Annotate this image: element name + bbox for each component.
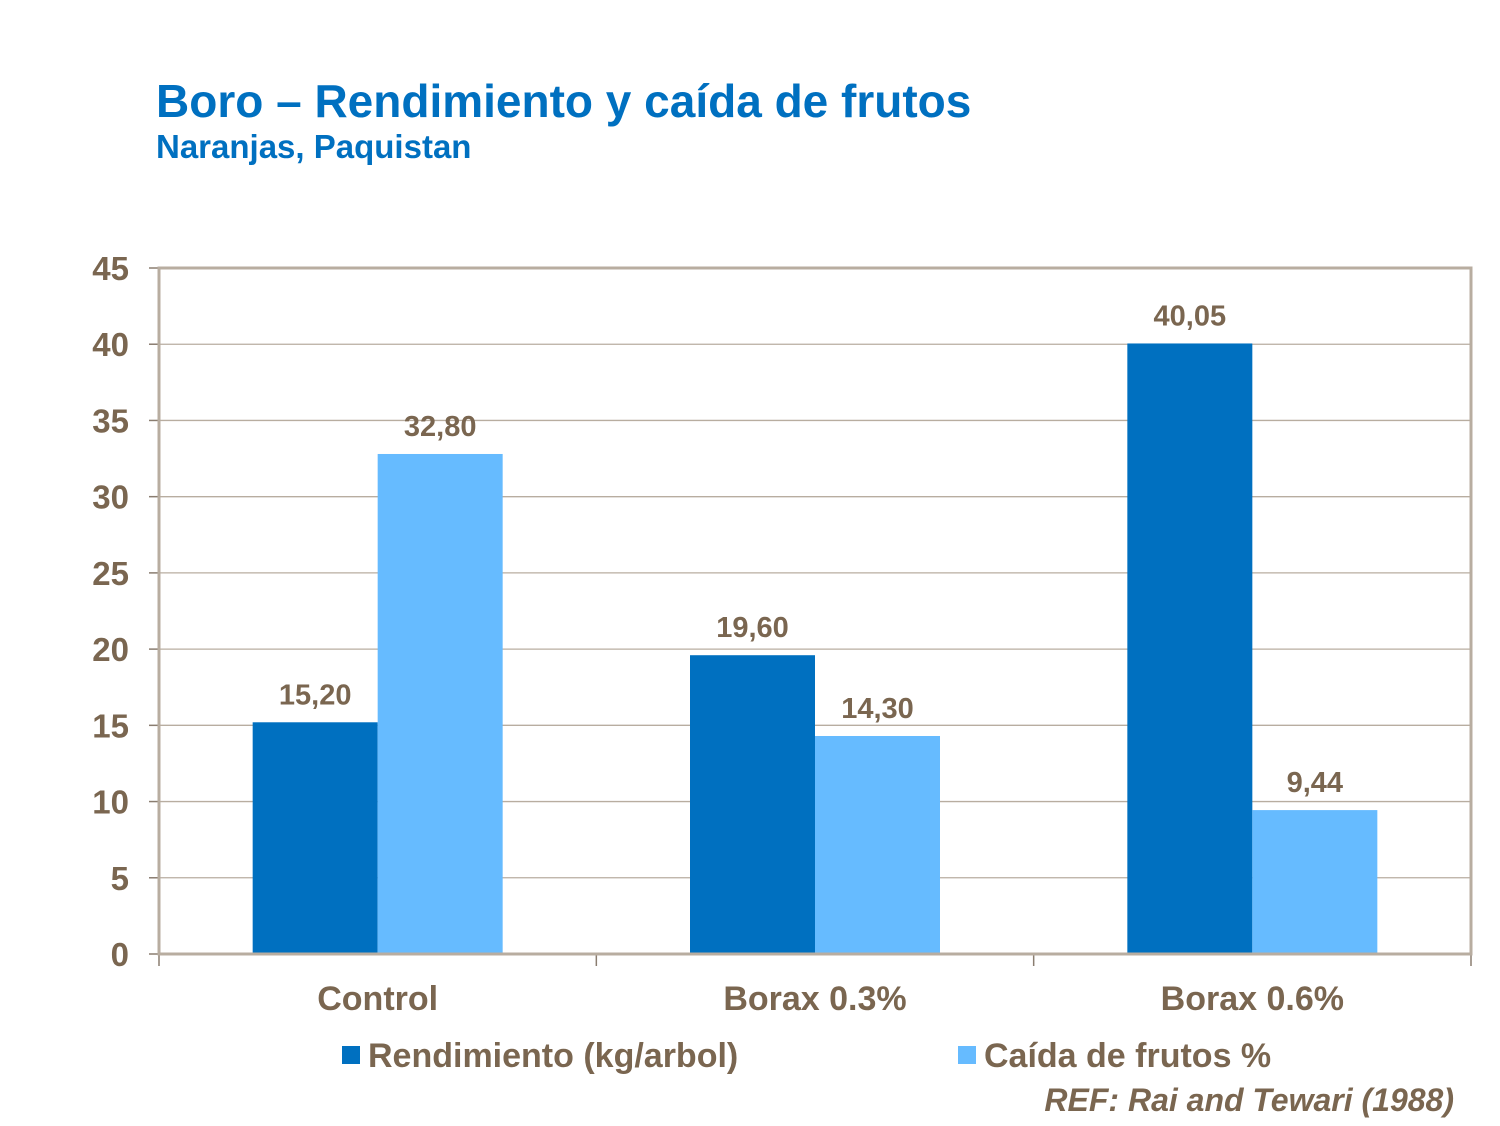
data-label: 32,80 [404, 411, 477, 443]
y-tick-label: 0 [111, 936, 129, 973]
bar-rendimiento [690, 655, 815, 954]
plot-frame [157, 266, 1473, 956]
data-label: 19,60 [716, 612, 789, 644]
bar-rendimiento [252, 722, 378, 954]
x-tick-label: Borax 0.6% [1161, 980, 1344, 1018]
y-tick-label: 20 [92, 631, 129, 668]
y-tick-label: 5 [111, 860, 129, 897]
y-tick-label: 10 [92, 784, 129, 821]
bar-caida [815, 736, 940, 954]
chart-subtitle: Naranjas, Paquistan [156, 128, 472, 165]
data-label: 14,30 [841, 693, 914, 725]
x-tick-label: Control [317, 980, 438, 1018]
y-tick-label: 35 [92, 402, 129, 439]
data-label: 15,20 [279, 679, 352, 711]
y-tick-label: 45 [92, 250, 129, 287]
reference-note: REF: Rai and Tewari (1988) [1044, 1082, 1454, 1118]
bar-caida [1252, 810, 1378, 954]
data-label: 9,44 [1287, 767, 1343, 799]
y-tick-label: 40 [92, 326, 129, 363]
chart-title: Boro – Rendimiento y caída de frutos [156, 75, 972, 127]
y-tick-label: 15 [92, 707, 129, 744]
bar-rendimiento [1127, 343, 1253, 955]
legend-label: Caída de frutos % [984, 1037, 1271, 1075]
legend-swatch [342, 1046, 360, 1064]
y-tick-label: 30 [92, 479, 129, 516]
y-tick-label: 25 [92, 555, 129, 592]
bar-caida [377, 453, 503, 954]
data-label: 40,05 [1154, 300, 1227, 332]
legend-swatch [958, 1046, 976, 1064]
x-tick-label: Borax 0.3% [723, 980, 906, 1018]
legend-label: Rendimiento (kg/arbol) [368, 1037, 738, 1075]
